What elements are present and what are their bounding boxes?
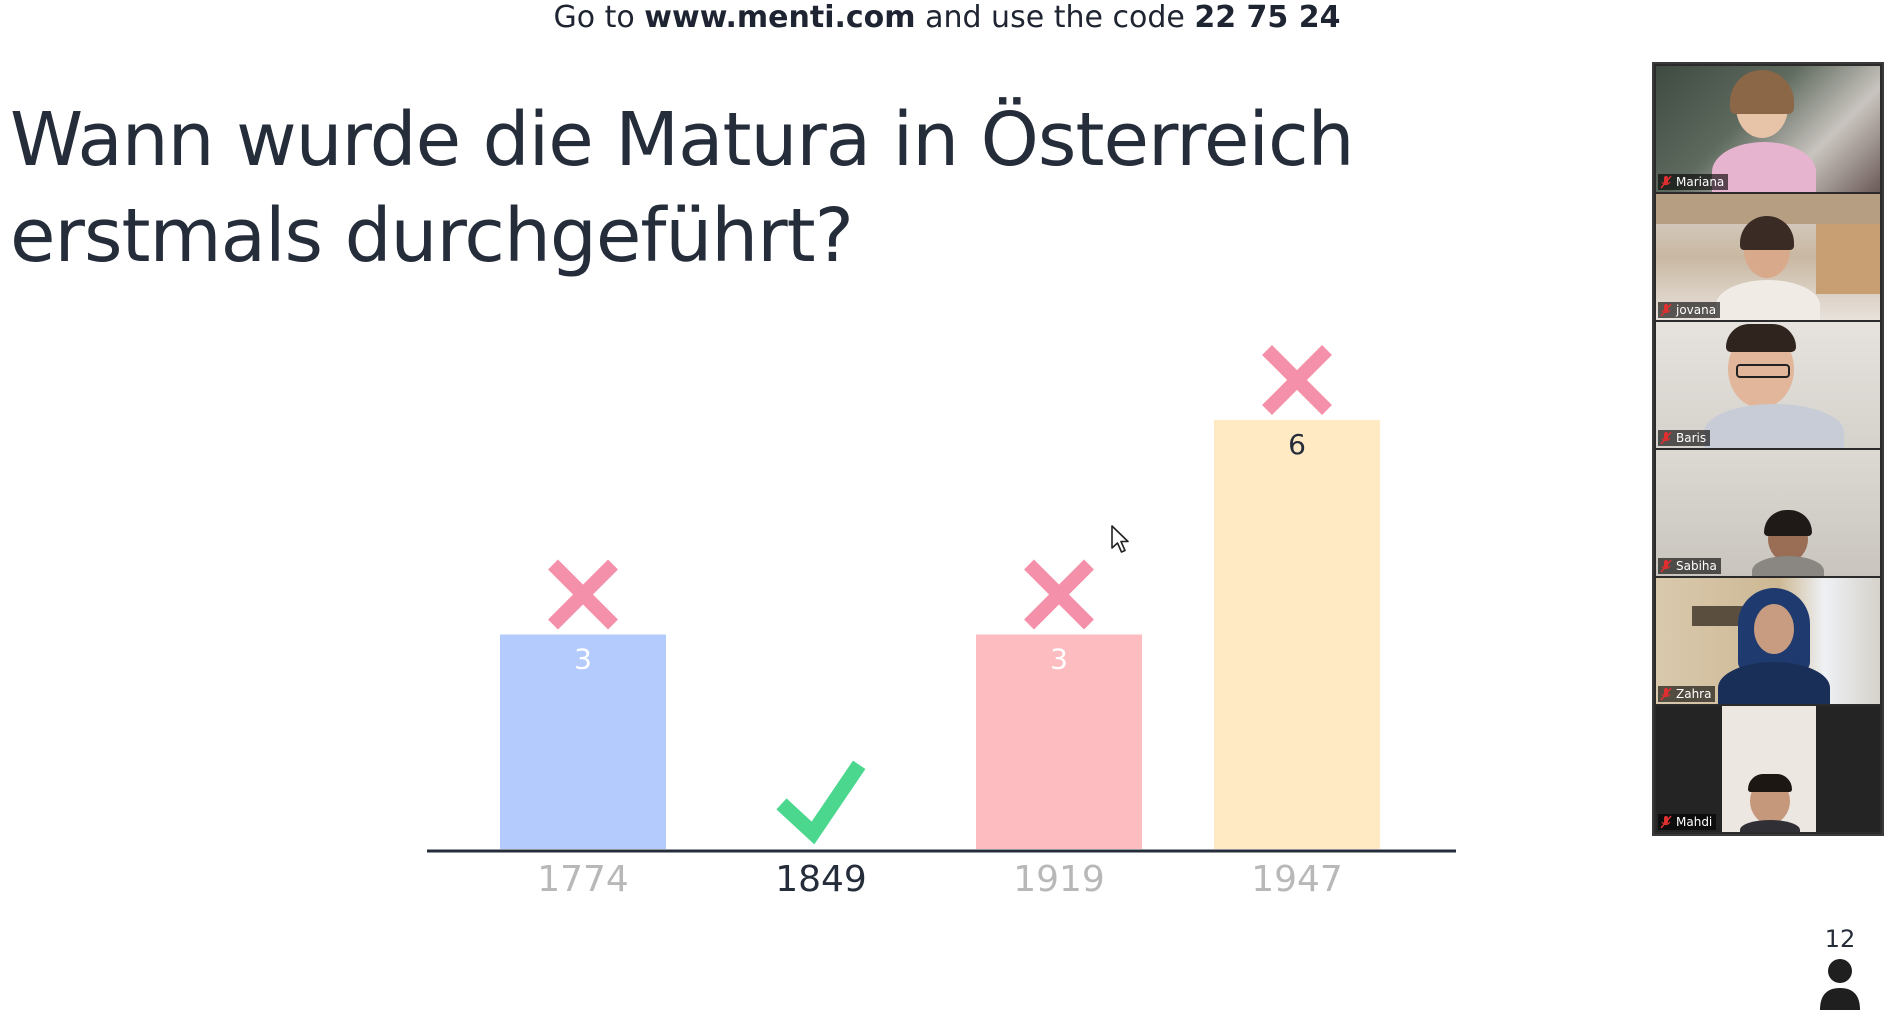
person-icon (1820, 959, 1860, 1010)
mic-muted-icon (1660, 175, 1672, 189)
correct-check-icon (776, 760, 866, 845)
bar-value-label: 3 (574, 643, 592, 676)
join-code: 22 75 24 (1194, 0, 1341, 35)
wrong-cross-icon (1024, 559, 1094, 630)
participant-tile[interactable]: Mariana (1656, 66, 1880, 192)
participant-video (1722, 706, 1816, 832)
participant-tile[interactable]: Zahra (1656, 578, 1880, 704)
participant-name: Mariana (1676, 175, 1725, 189)
participant-name-tag: Baris (1658, 430, 1711, 446)
bar-1774 (500, 634, 666, 849)
category-label-1919: 1919 (1013, 859, 1105, 900)
participant-video (1656, 578, 1880, 704)
participant-video (1656, 194, 1880, 320)
participant-video (1656, 322, 1880, 448)
wrong-cross-icon (548, 559, 618, 630)
mic-muted-icon (1660, 559, 1672, 573)
mic-muted-icon (1660, 815, 1672, 829)
bar-value-label: 6 (1288, 428, 1306, 461)
participant-name: Zahra (1676, 687, 1712, 701)
participant-name: Baris (1676, 431, 1707, 445)
participant-name: Sabiha (1676, 559, 1717, 573)
participant-video (1656, 450, 1880, 576)
mic-muted-icon (1660, 303, 1672, 317)
participant-tile[interactable]: Sabiha (1656, 450, 1880, 576)
join-url[interactable]: www.menti.com (644, 0, 916, 35)
participant-video-panel: Mariana jovana (1652, 62, 1884, 836)
participant-name-tag: jovana (1658, 302, 1721, 318)
participant-name-tag: Zahra (1658, 686, 1716, 702)
participant-name: jovana (1676, 303, 1717, 317)
participant-video (1656, 66, 1880, 192)
participant-tile[interactable]: Baris (1656, 322, 1880, 448)
category-label-1849: 1849 (775, 859, 867, 900)
mic-muted-icon (1660, 431, 1672, 445)
bar-1919 (976, 634, 1142, 849)
join-instructions: Go to www.menti.com and use the code 22 … (0, 0, 1894, 36)
wrong-cross-icon (1262, 345, 1332, 415)
participant-name: Mahdi (1676, 815, 1713, 829)
mouse-cursor-icon (1111, 525, 1129, 553)
mic-muted-icon (1660, 687, 1672, 701)
category-label-1947: 1947 (1251, 859, 1343, 900)
bar-value-label: 3 (1050, 643, 1068, 676)
join-prefix: Go to (553, 0, 645, 35)
question-title: Wann wurde die Matura in Österreich erst… (10, 97, 1355, 279)
participant-name-tag: Mariana (1658, 174, 1729, 190)
response-counter: 12 (1800, 924, 1880, 1016)
bar-1947 (1214, 420, 1380, 849)
participant-name-tag: Sabiha (1658, 558, 1721, 574)
category-label-1774: 1774 (537, 859, 629, 900)
participant-tile[interactable]: Mahdi (1656, 706, 1880, 832)
response-count: 12 (1824, 925, 1856, 953)
join-middle: and use the code (915, 0, 1195, 35)
participant-name-tag: Mahdi (1658, 814, 1717, 830)
participant-tile[interactable]: jovana (1656, 194, 1880, 320)
